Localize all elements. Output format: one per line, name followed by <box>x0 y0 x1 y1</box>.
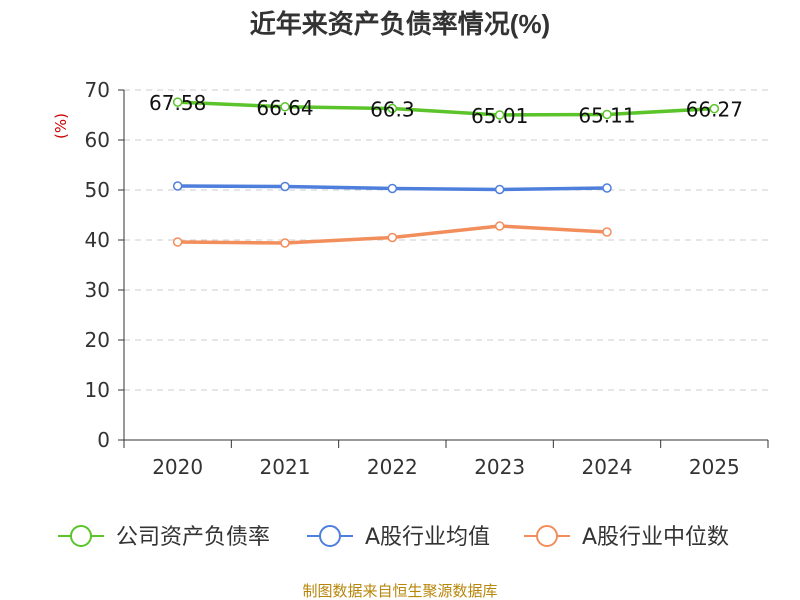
y-tick-label: 60 <box>85 128 110 152</box>
data-label: 67.58 <box>149 91 206 115</box>
legend-label: 公司资产负债率 <box>116 525 270 550</box>
data-label: 66.3 <box>370 98 415 122</box>
grid-lines <box>124 89 768 391</box>
data-point <box>280 181 290 192</box>
axes: 0 10 20 30 40 50 60 70 2020 2021 2022 2023 2024 2025 <box>85 78 769 479</box>
x-tick-label: 2025 <box>689 455 740 479</box>
data-point <box>494 184 505 195</box>
x-tick-label: 2020 <box>152 455 203 479</box>
data-point <box>494 221 505 231</box>
y-tick-label: 50 <box>85 178 110 202</box>
data-point <box>172 97 183 107</box>
legend-label: A股行业均值 <box>365 525 490 550</box>
data-label: 66.27 <box>686 98 743 122</box>
data-labels: 67.58 66.64 66.3 65.01 65.11 66.27 <box>149 91 743 128</box>
data-point <box>172 181 183 191</box>
y-tick-label: 30 <box>85 278 110 302</box>
series-line-0 <box>175 100 717 117</box>
chart-title: 近年来资产负债率情况(%) <box>250 9 550 39</box>
data-point <box>387 232 398 243</box>
legend-swatch-marker <box>536 525 558 547</box>
data-point <box>494 110 505 120</box>
data-point <box>602 227 612 237</box>
legend-swatch-marker <box>319 525 341 547</box>
data-point <box>280 238 290 248</box>
data-point <box>602 109 612 120</box>
legend: 公司资产负债率 A股行业均值 A股行业中位数 <box>58 525 729 550</box>
legend-label: A股行业中位数 <box>582 525 729 550</box>
y-tick-label: 70 <box>85 78 110 102</box>
data-label: 65.01 <box>471 104 528 128</box>
data-point <box>709 103 720 114</box>
y-tick-label: 10 <box>85 378 110 402</box>
source-note: 制图数据来自恒生聚源数据库 <box>302 582 497 600</box>
y-tick-label: 20 <box>85 328 110 352</box>
data-label: 65.11 <box>578 103 635 127</box>
y-tick-label: 40 <box>85 228 110 252</box>
y-axis-unit: (%) <box>52 113 70 139</box>
legend-swatch-marker <box>70 525 92 547</box>
data-point <box>280 102 290 112</box>
data-point <box>172 237 183 247</box>
data-point <box>387 103 398 114</box>
y-tick-label: 0 <box>97 428 110 452</box>
x-tick-label: 2022 <box>367 455 418 479</box>
x-tick-label: 2023 <box>474 455 525 479</box>
x-tick-label: 2024 <box>582 455 633 479</box>
series-layer <box>172 97 720 248</box>
data-label: 66.64 <box>256 96 313 120</box>
x-tick-label: 2021 <box>260 455 311 479</box>
data-point <box>387 183 398 194</box>
data-point <box>602 183 612 193</box>
